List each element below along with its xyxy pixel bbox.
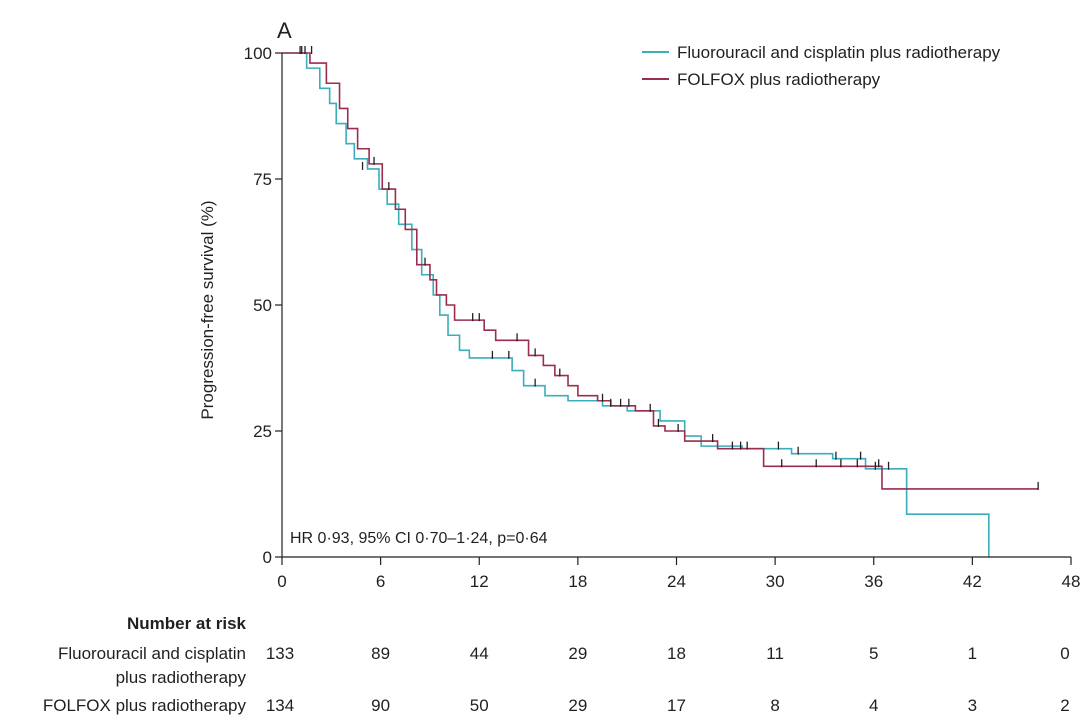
- risk-value: 0: [1060, 644, 1069, 663]
- legend-entry: FOLFOX plus radiotherapy: [677, 70, 881, 89]
- risk-table: Number at risk Fluorouracil and cisplati…: [43, 614, 1070, 715]
- risk-row-label: FOLFOX plus radiotherapy: [43, 696, 247, 715]
- y-axis-label: Progression-free survival (%): [198, 200, 217, 419]
- y-tick-label: 25: [253, 422, 272, 441]
- y-tick-label: 100: [244, 44, 272, 63]
- risk-value: 44: [470, 644, 489, 663]
- risk-value: 5: [869, 644, 878, 663]
- x-tick-label: 48: [1062, 572, 1081, 591]
- risk-row-label: Fluorouracil and cisplatin: [58, 644, 246, 663]
- censor-marks: [299, 46, 1039, 490]
- y-tick-label: 50: [253, 296, 272, 315]
- x-tick-label: 36: [864, 572, 883, 591]
- risk-value: 11: [766, 644, 784, 663]
- risk-value: 29: [568, 644, 587, 663]
- risk-table-heading: Number at risk: [127, 614, 247, 633]
- risk-row-label: plus radiotherapy: [116, 668, 247, 687]
- risk-value: 17: [667, 696, 686, 715]
- x-tick-label: 30: [766, 572, 785, 591]
- risk-value: 50: [470, 696, 489, 715]
- risk-value: 1: [968, 644, 977, 663]
- x-tick-label: 42: [963, 572, 982, 591]
- x-tick-label: 0: [277, 572, 286, 591]
- x-tick-label: 24: [667, 572, 686, 591]
- risk-value: 3: [968, 696, 977, 715]
- risk-value: 90: [371, 696, 390, 715]
- hazard-ratio-annotation: HR 0·93, 95% CI 0·70–1·24, p=0·64: [290, 530, 548, 547]
- risk-value: 29: [568, 696, 587, 715]
- y-tick-label: 0: [263, 548, 272, 567]
- axes: 0 25 50 75 100 0 6 12 18 24 30 36 42 48: [244, 44, 1081, 591]
- risk-value: 18: [667, 644, 686, 663]
- series-line-0: [282, 52, 990, 557]
- risk-value: 89: [371, 644, 390, 663]
- survival-curves: [282, 52, 1039, 557]
- legend: Fluorouracil and cisplatin plus radiothe…: [642, 43, 1001, 89]
- series-line-1: [282, 52, 1039, 490]
- risk-value: 8: [770, 696, 779, 715]
- risk-value: 134: [266, 696, 294, 715]
- legend-entry: Fluorouracil and cisplatin plus radiothe…: [677, 43, 1001, 62]
- y-tick-label: 75: [253, 170, 272, 189]
- x-tick-label: 12: [470, 572, 489, 591]
- plot-area: 0 25 50 75 100 0 6 12 18 24 30 36 42 48: [244, 44, 1081, 591]
- x-tick-label: 18: [568, 572, 587, 591]
- risk-value: 2: [1060, 696, 1069, 715]
- risk-value: 4: [869, 696, 878, 715]
- panel-label: A: [277, 18, 292, 43]
- x-tick-label: 6: [376, 572, 385, 591]
- risk-value: 133: [266, 644, 294, 663]
